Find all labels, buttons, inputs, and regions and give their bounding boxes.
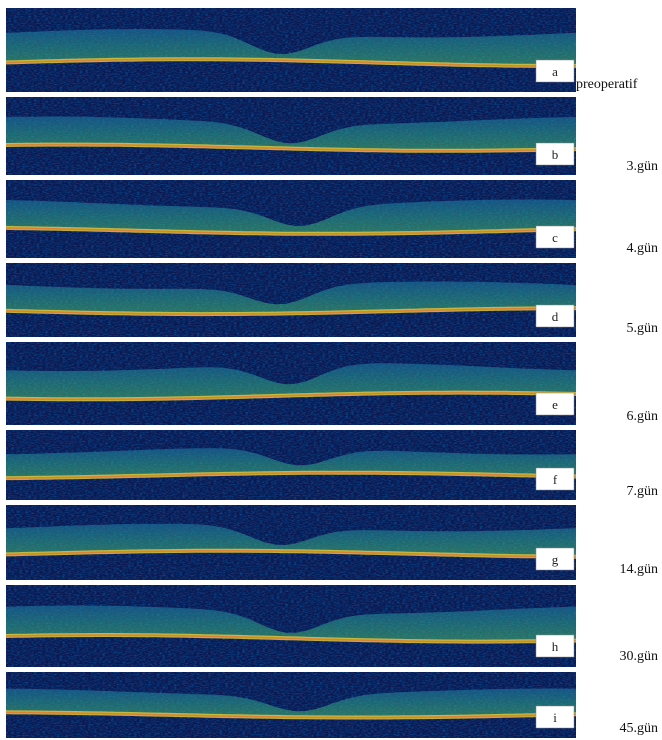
retina-layer	[6, 688, 576, 718]
label-box	[535, 59, 575, 83]
day-label: 3.gün	[627, 159, 659, 174]
oct-panel: h 30.gün	[5, 585, 659, 667]
retina-layer	[6, 363, 576, 400]
panel-letter: a	[552, 64, 558, 79]
label-box	[535, 392, 575, 416]
rpe-core	[5, 143, 577, 152]
rpe-core	[5, 550, 577, 558]
label-box	[535, 634, 575, 658]
oct-panel: e 6.gün	[5, 342, 659, 425]
rpe-core	[5, 227, 577, 235]
oct-panel: f 7.gün	[6, 430, 658, 500]
retina-layer	[6, 281, 576, 315]
panel-letter: d	[552, 309, 559, 324]
retina-layer	[6, 29, 576, 66]
panel-letter: h	[552, 639, 559, 654]
label-box	[535, 225, 575, 249]
label-box	[535, 304, 575, 328]
day-label: 5.gün	[627, 321, 659, 336]
label-box	[535, 467, 575, 491]
retina-layer	[6, 523, 576, 557]
rpe-core	[5, 307, 577, 315]
oct-panel: g 14.gün	[5, 505, 659, 580]
panel-letter: f	[553, 472, 558, 487]
retina-layer	[6, 199, 576, 234]
day-label: preoperatif	[576, 77, 638, 92]
day-label: 6.gün	[627, 409, 659, 424]
rpe-core	[5, 58, 577, 67]
panel-letter: b	[552, 147, 559, 162]
panel-letter: e	[552, 397, 558, 412]
rpe-core	[5, 391, 577, 401]
panel-letter: i	[553, 710, 557, 725]
oct-panel: a preoperatif	[5, 8, 638, 92]
day-label: 4.gün	[627, 241, 659, 256]
retina-layer	[6, 605, 576, 642]
day-label: 45.gün	[620, 721, 659, 736]
retina-layer	[6, 116, 576, 151]
rpe-core	[5, 634, 577, 643]
retina-layer	[6, 448, 576, 479]
day-label: 30.gün	[620, 649, 659, 664]
day-label: 14.gün	[620, 562, 659, 577]
rpe-core	[5, 711, 577, 719]
panel-letter: g	[552, 552, 559, 567]
rpe-core	[6, 471, 577, 479]
oct-panel: d 5.gün	[5, 263, 659, 337]
oct-panel: b 3.gün	[5, 97, 659, 175]
oct-panel: c 4.gün	[5, 180, 659, 258]
label-box	[535, 547, 575, 571]
label-box	[535, 142, 575, 166]
label-box	[535, 705, 575, 729]
panel-letter: c	[552, 230, 558, 245]
day-label: 7.gün	[627, 484, 659, 499]
oct-panel: i 45.gün	[5, 672, 659, 738]
